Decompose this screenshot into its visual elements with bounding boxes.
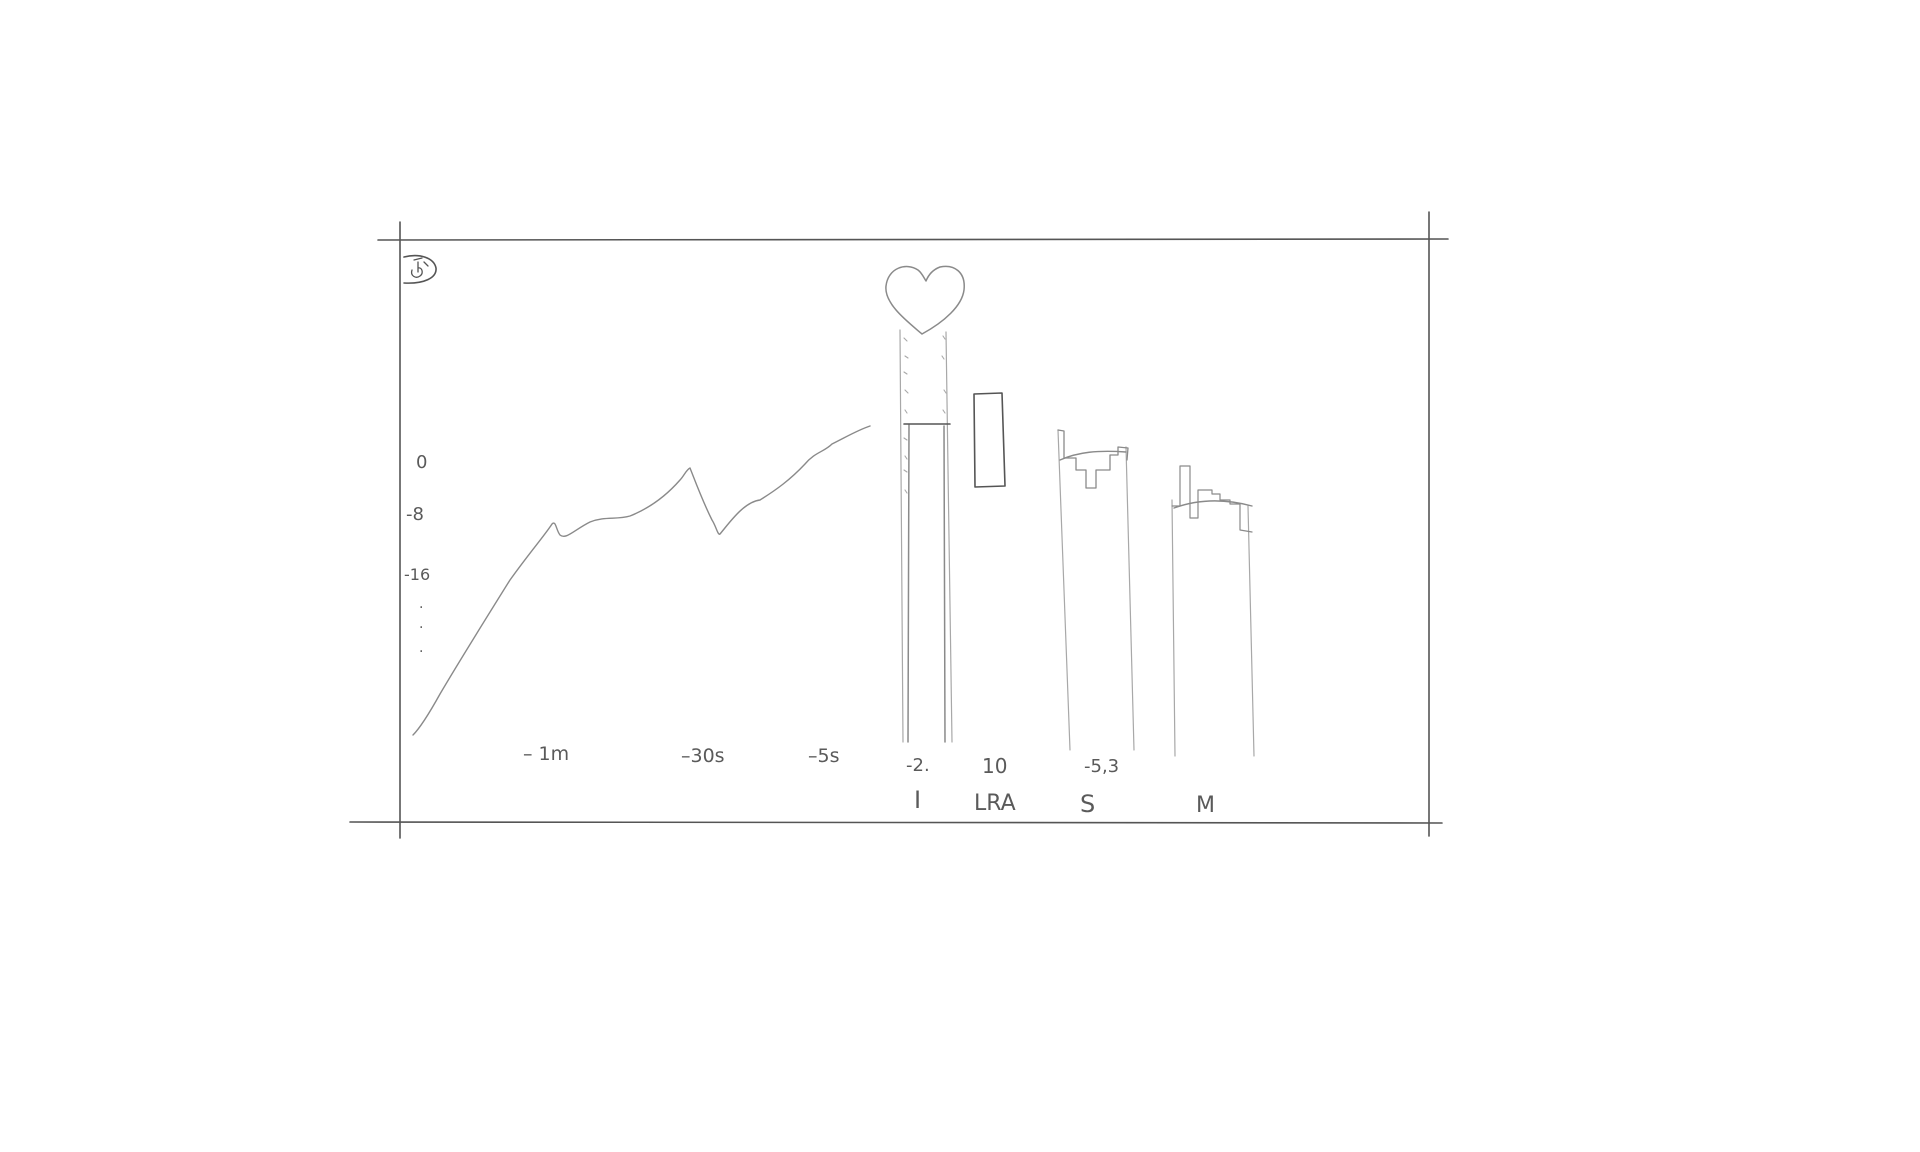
- frame: [349, 211, 1449, 839]
- scale-dot: ·: [419, 620, 423, 636]
- heart-icon[interactable]: [885, 265, 965, 335]
- time-axis: – 1m –30s –5s: [523, 743, 840, 767]
- momentary-meter: M: [1171, 465, 1255, 818]
- scale: 0 -8 -16 · · ·: [404, 452, 430, 660]
- gear-icon[interactable]: [403, 254, 437, 284]
- short-term-meter: -5,3 S: [1057, 429, 1135, 818]
- scale-tick-minus-8: -8: [406, 504, 424, 525]
- time-label-5s: –5s: [808, 745, 840, 767]
- lra-value: 10: [982, 754, 1007, 778]
- integrated-meter: -2. I: [885, 265, 965, 814]
- loudness-history-line: [412, 425, 871, 736]
- time-label-1m: – 1m: [523, 743, 569, 765]
- scale-tick-0: 0: [416, 452, 427, 473]
- scale-tick-minus-16: -16: [404, 565, 430, 584]
- short-term-value: -5,3: [1084, 756, 1119, 777]
- integrated-value: -2.: [906, 755, 930, 776]
- scale-dot: ·: [419, 600, 423, 616]
- short-term-label: S: [1080, 790, 1095, 818]
- lra-meter: 10 LRA: [973, 392, 1016, 816]
- time-label-30s: –30s: [681, 745, 725, 767]
- lra-label: LRA: [974, 791, 1016, 816]
- scale-dot: ·: [419, 644, 423, 660]
- momentary-label: M: [1196, 793, 1215, 818]
- integrated-label: I: [914, 786, 921, 814]
